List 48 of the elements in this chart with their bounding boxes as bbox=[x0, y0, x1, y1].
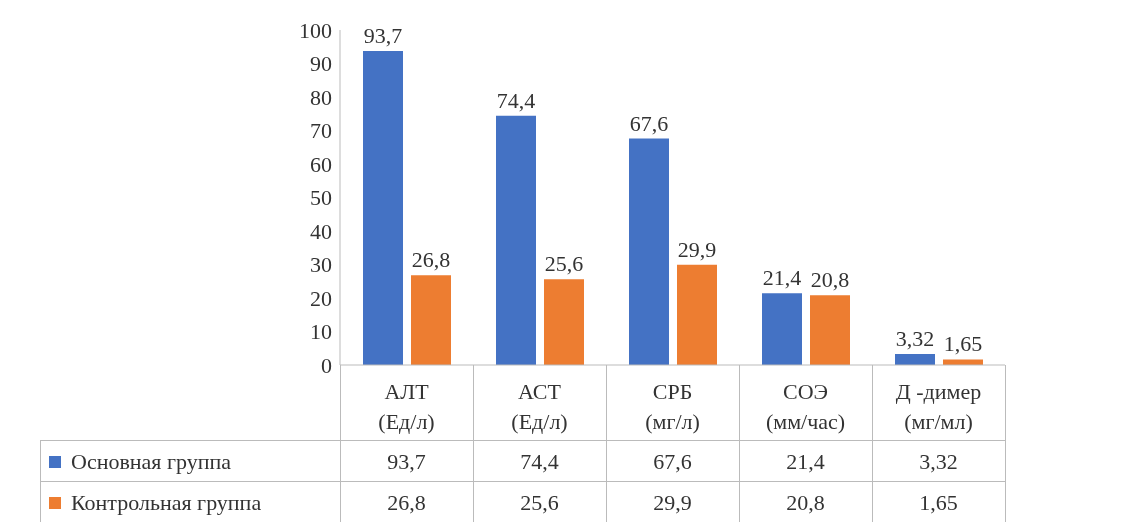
y-tick-label: 100 bbox=[299, 17, 332, 43]
legend-label: Контрольная группа bbox=[71, 489, 262, 516]
bar bbox=[895, 353, 935, 365]
x-tick-label: СРБ (мг/л) bbox=[645, 379, 700, 434]
data-label: 67,6 bbox=[652, 447, 693, 476]
data-label: 3,32 bbox=[918, 447, 959, 476]
bar bbox=[943, 359, 983, 365]
data-label: 21,4 bbox=[785, 447, 826, 476]
y-tick-label: 0 bbox=[321, 352, 332, 378]
text: 29,9 bbox=[677, 236, 717, 262]
bar bbox=[496, 115, 536, 365]
bar bbox=[810, 295, 850, 365]
bar bbox=[677, 264, 717, 365]
bar bbox=[411, 275, 451, 365]
data-label: 93,7 bbox=[386, 447, 427, 476]
data-label: 25,6 bbox=[519, 488, 560, 517]
text: 1,65 bbox=[943, 331, 983, 357]
bar bbox=[363, 51, 403, 365]
bar bbox=[629, 138, 669, 365]
text: 20,8 bbox=[810, 267, 850, 293]
x-tick-label: АСТ (Ед/л) bbox=[511, 379, 568, 434]
text: 21,4 bbox=[762, 265, 802, 291]
text: 67,6 bbox=[629, 110, 669, 136]
text: 25,6 bbox=[544, 251, 584, 277]
bar bbox=[762, 293, 802, 365]
y-tick-label: 60 bbox=[310, 151, 332, 177]
data-label: 1,65 bbox=[918, 488, 959, 517]
bar bbox=[544, 279, 584, 365]
y-tick-label: 40 bbox=[310, 218, 332, 244]
y-tick-label: 70 bbox=[310, 118, 332, 144]
x-tick-label: АЛТ (Ед/л) bbox=[378, 379, 435, 434]
y-tick-label: 30 bbox=[310, 252, 332, 278]
text: 93,7 bbox=[363, 23, 403, 49]
data-label: 74,4 bbox=[519, 447, 560, 476]
x-tick-label: Д -димер (мг/мл) bbox=[895, 379, 982, 434]
y-tick-label: 50 bbox=[310, 185, 332, 211]
y-tick-label: 20 bbox=[310, 285, 332, 311]
y-tick-label: 80 bbox=[310, 84, 332, 110]
text: 3,32 bbox=[895, 325, 935, 351]
legend-label: Основная группа bbox=[71, 448, 232, 475]
x-tick-label: СОЭ (мм/час) bbox=[765, 379, 846, 434]
data-label: 26,8 bbox=[386, 488, 427, 517]
y-tick-label: 10 bbox=[310, 319, 332, 345]
data-label: 29,9 bbox=[652, 488, 693, 517]
y-tick-label: 90 bbox=[310, 51, 332, 77]
data-label: 20,8 bbox=[785, 488, 826, 517]
text: 74,4 bbox=[496, 87, 536, 113]
text: 26,8 bbox=[411, 247, 451, 273]
